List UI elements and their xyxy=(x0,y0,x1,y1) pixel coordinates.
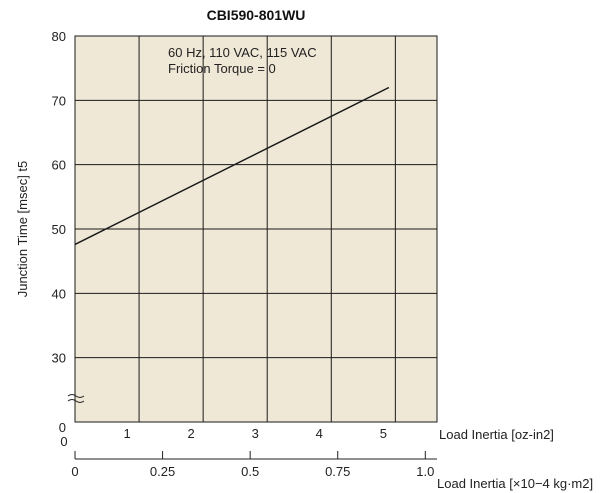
grid-lines xyxy=(74,35,438,423)
axis-break-mark xyxy=(67,394,85,403)
secondary-tick-label: 0.75 xyxy=(325,464,350,479)
secondary-x-ticks: 0 0.25 0.5 0.75 1.0 xyxy=(71,451,434,479)
x-origin-label: 0 xyxy=(60,434,67,449)
x-axis-label: Load Inertia [oz-in2] xyxy=(439,427,554,442)
x-tick-label: 4 xyxy=(316,426,323,441)
y-tick-label: 50 xyxy=(52,222,66,237)
y-tick-label: 30 xyxy=(52,351,66,366)
annotation-box: 60 Hz, 110 VAC, 115 VAC Friction Torque … xyxy=(168,45,317,76)
x-tick-label: 1 xyxy=(123,426,130,441)
chart-title: CBI590-801WU xyxy=(207,7,306,23)
y-axis-label: Junction Time [msec] t5 xyxy=(15,161,30,298)
series-line xyxy=(74,86,390,246)
y-tick-labels: 30 40 50 60 70 80 xyxy=(52,29,66,366)
y-origin-label: 0 xyxy=(59,420,66,435)
y-tick-label: 60 xyxy=(52,158,66,173)
secondary-tick-label: 0 xyxy=(71,464,78,479)
annotation-line-1: 60 Hz, 110 VAC, 115 VAC xyxy=(168,45,317,60)
annotation-line-2: Friction Torque = 0 xyxy=(168,61,276,76)
y-tick-label: 80 xyxy=(52,29,66,44)
secondary-tick-label: 1.0 xyxy=(416,464,434,479)
y-tick-label: 70 xyxy=(52,93,66,108)
x-tick-label: 2 xyxy=(188,426,195,441)
x-tick-labels: 0 1 2 3 4 5 xyxy=(60,426,387,449)
secondary-x-axis-label: Load Inertia [×10−4 kg·m2] xyxy=(437,476,593,491)
secondary-tick-label: 0.25 xyxy=(150,464,175,479)
y-tick-label: 40 xyxy=(52,286,66,301)
secondary-tick-label: 0.5 xyxy=(241,464,259,479)
x-tick-label: 5 xyxy=(380,426,387,441)
x-tick-label: 3 xyxy=(252,426,259,441)
